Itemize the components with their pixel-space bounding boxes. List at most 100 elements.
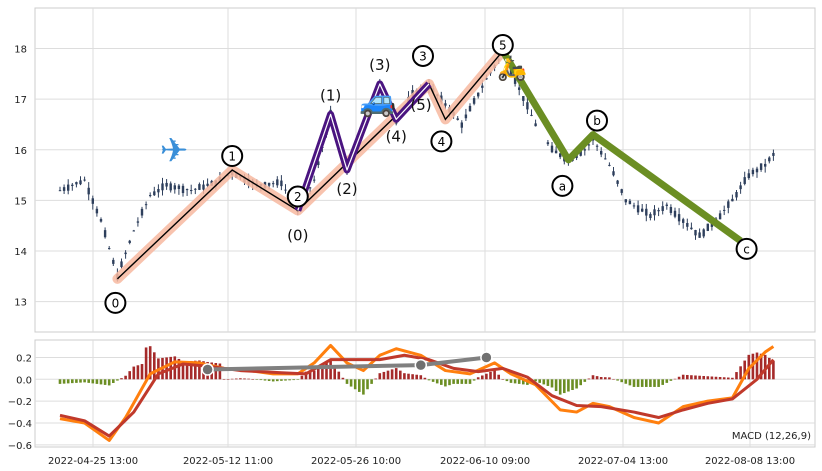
wave-marker-circle [104,291,127,314]
wave-marker-circle [286,185,309,208]
macd-hist-bar [112,379,115,384]
candle-body [612,171,615,176]
macd-hist-bar [517,379,521,384]
candle-body [743,177,746,184]
macd-hist-bar [681,374,685,380]
macd-hist-bar [714,376,718,380]
macd-hist-bar [661,379,664,385]
x-tick-label: 2022-05-26 10:00 [311,456,401,467]
wave-marker-text: 2 [294,190,302,204]
candle-body [546,142,550,145]
macd-hist-bar [177,358,181,380]
impulse-wave-label: 3 [412,44,434,67]
wave-marker-text: 3 [419,49,427,63]
macd-hist-bar [743,360,746,380]
candle-body [759,163,763,170]
macd-hist-bar [419,375,423,380]
macd-hist-bar [571,379,574,391]
candle-body [665,204,668,206]
candle-body [645,208,648,216]
candle-body [165,182,168,187]
candle-body [198,184,201,190]
macd-hist-bar [247,378,250,380]
macd-hist-bar [505,379,509,382]
candle-body [272,183,275,185]
macd-hist-bar [95,379,99,384]
macd-hist-bar [657,379,660,387]
macd-hist-bar [165,357,168,380]
impulse-wave-label: 2 [286,185,309,208]
macd-hist-bar [563,379,566,394]
candle-body [149,195,152,197]
macd-hist-bar [444,379,447,387]
impulse-wave-label: 5 [491,34,514,57]
candle-body [604,158,607,160]
macd-hist-bar [87,379,90,383]
macd-ytick-label: 0.0 [16,375,32,386]
macd-hist-bar [136,365,140,380]
x-tick-label: 2022-04-25 13:00 [48,456,138,467]
candle-body [772,152,775,156]
candle-body [550,145,554,153]
x-tick-label: 2022-06-10 09:00 [440,456,530,467]
corrective-wave-label: a [551,174,574,197]
candle-body [649,214,652,219]
macd-hist-bar [358,379,361,392]
candle-body [91,198,94,204]
macd-hist-bar [321,365,324,380]
candle-body [153,191,156,196]
macd-hist-bar [694,375,697,380]
macd-hist-bar [128,371,131,380]
wave-marker-text: b [593,114,601,128]
macd-hist-bar [353,379,357,390]
macd-hist-bar [579,379,582,386]
macd-hist-bar [677,376,681,380]
candle-body [600,150,603,155]
candle-body [694,230,697,236]
macd-hist-bar [550,379,554,388]
macd-hist-bar [423,377,427,380]
candle-body [468,105,472,112]
macd-hist-bar [132,366,136,380]
macd-hist-bar [226,379,230,380]
candle-body [534,123,537,127]
macd-hist-bar [185,361,189,380]
candle-body [79,180,82,185]
candle-body [157,188,160,193]
macd-hist-bar [513,379,517,384]
candle-body [723,209,726,211]
macd-hist-bar [386,370,390,380]
divergence-point [414,358,428,372]
candle-body [669,207,673,213]
impulse-wave-label: 1 [221,145,244,167]
candle-body [608,164,611,166]
macd-hist-bar [722,377,726,380]
sub-wave-label: (0) [287,227,308,245]
macd-hist-bar [558,379,562,395]
macd-hist-bar [79,379,82,383]
sub-wave-core [297,83,430,211]
candle-body [140,208,144,216]
wave-marker-circle [491,34,514,57]
corrective-wave-label: b [586,109,608,132]
macd-hist-bar [284,379,287,381]
x-tick-label: 2022-07-04 13:00 [578,456,668,467]
macd-hist-bar [407,373,410,380]
impulse-wave-label: 4 [430,130,453,153]
candle-body [661,206,664,211]
macd-hist-bar [243,378,246,380]
macd-hist-bar [251,379,254,380]
candle-body [185,189,189,191]
candle-body [71,184,74,187]
macd-hist-bar [522,379,525,385]
macd-hist-bar [608,377,611,380]
macd-hist-bar [460,379,464,384]
macd-hist-bar [591,375,595,380]
candle-body [583,149,586,151]
macd-hist-bar [763,354,767,380]
price-ytick-label: 17 [14,95,27,106]
macd-hist-bar [153,352,156,380]
macd-hist-bar [435,379,439,384]
wave-marker-circle [735,237,758,260]
candle-body [485,77,488,80]
